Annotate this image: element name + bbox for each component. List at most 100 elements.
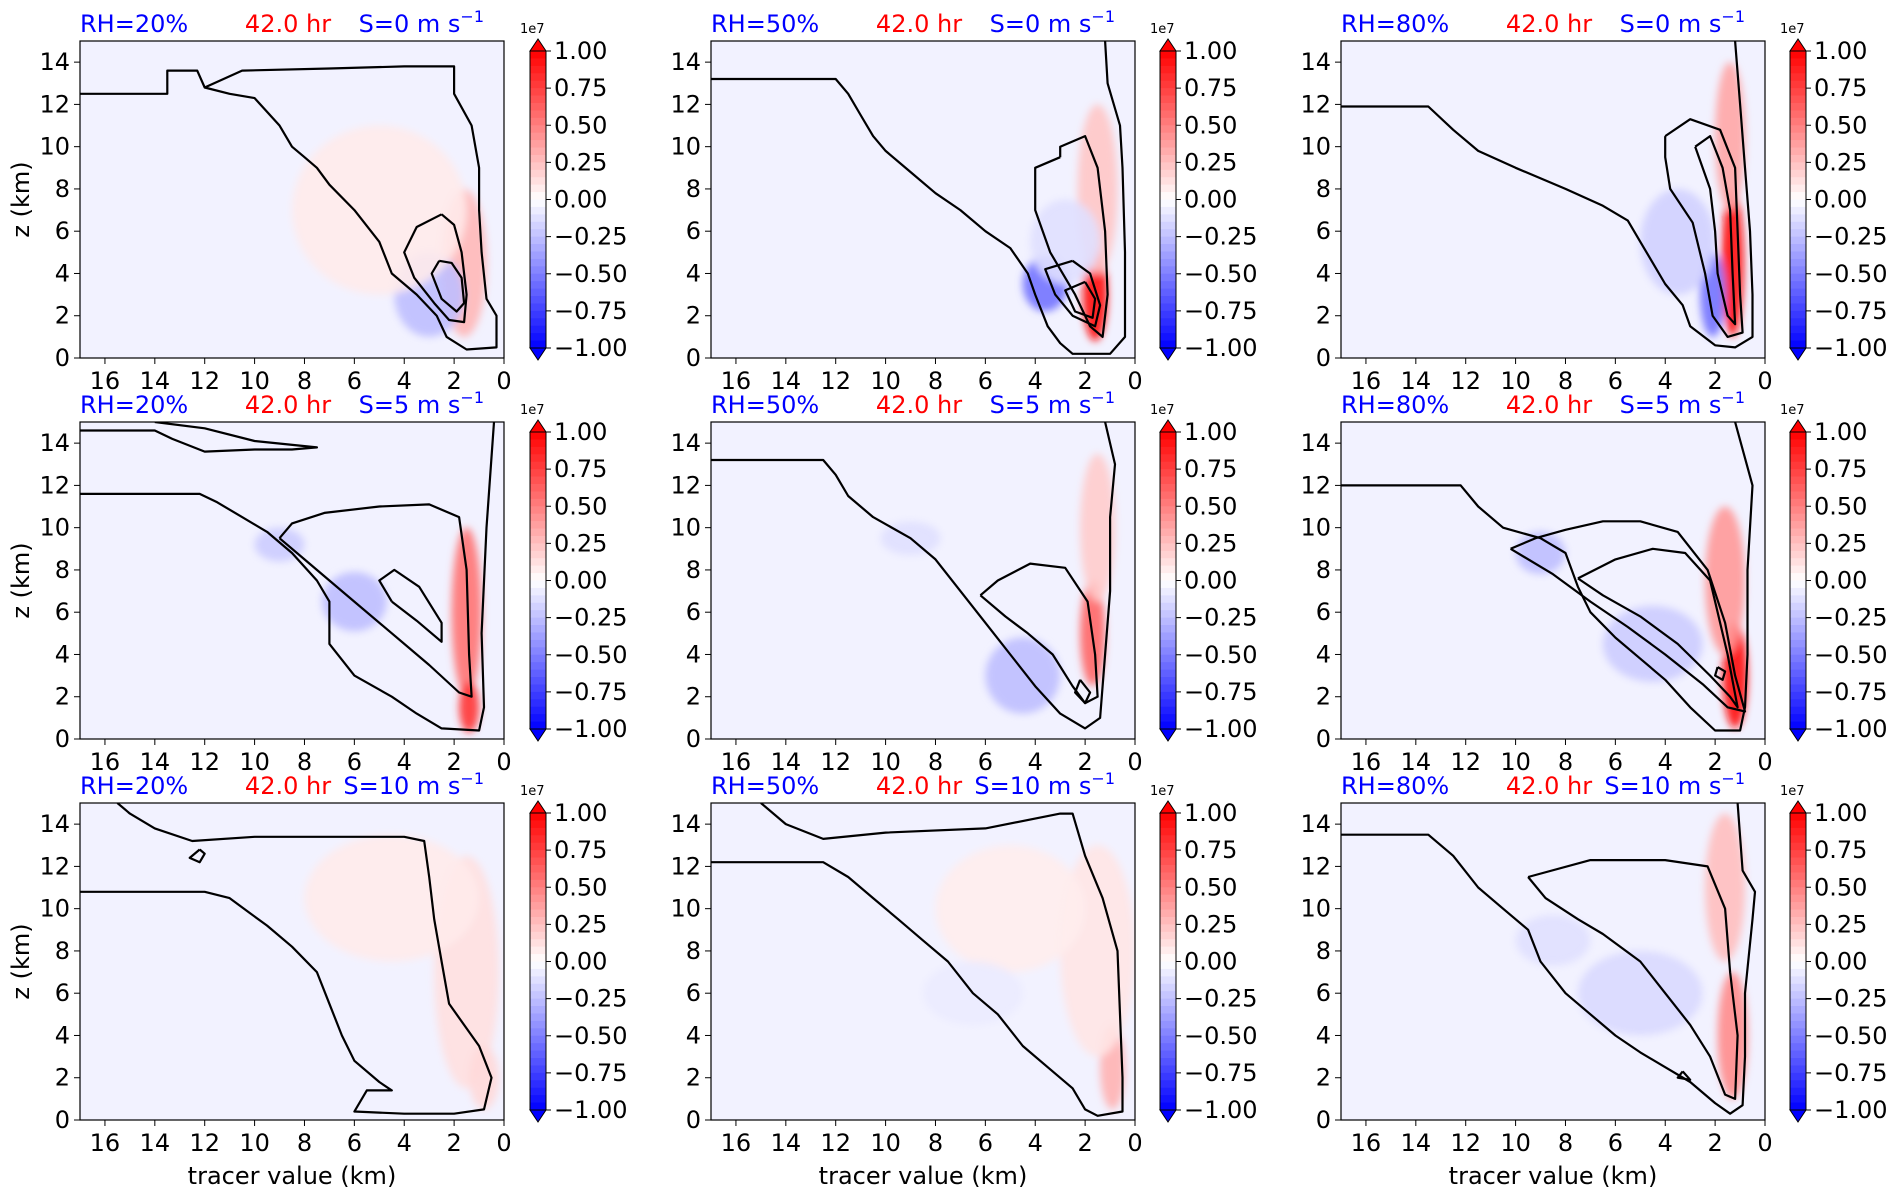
x-tick-label: 8 [928,748,943,776]
colorbar-extend-max [529,419,547,433]
colorbar-level [1160,625,1176,634]
colorbar-level [530,864,546,873]
colorbar-extend-max [1789,800,1807,814]
rh-label: RH=20% [80,772,188,800]
colorbar-level [530,469,546,478]
colorbar-level [1160,296,1176,305]
x-tick-label: 4 [397,367,412,395]
colorbar-level [1790,835,1806,844]
contour-lines [80,65,498,351]
colorbar-tick-label: −0.75 [1814,1059,1888,1087]
x-tick-label: 2 [1077,1129,1092,1157]
colorbar-level [1790,498,1806,507]
rh-label: RH=20% [80,10,188,38]
colorbar-extend-min [529,347,547,361]
colorbar-level [1790,288,1806,297]
time-label: 42.0 hr [876,772,962,800]
colorbar-level [1160,813,1176,822]
colorbar-level [1790,617,1806,626]
y-tick-label: 0 [1316,344,1331,372]
panel-4: 16 14 12 10 8 6 4 2 0 0 2 4 6 8 10 12 14 z (km) RH=20% 42.0… [7,388,628,776]
colorbar-level [1790,199,1806,208]
colorbar-tick-label: −0.50 [554,1022,628,1050]
colorbar-level [1160,684,1176,693]
colorbar-tick-label: 0.00 [1814,186,1867,214]
colorbar-tick-label: 0.75 [554,455,607,483]
contour-line-4 [80,422,318,453]
x-tick-label: 0 [496,748,511,776]
y-tick-label: 12 [1300,90,1331,118]
colorbar-level [530,872,546,881]
rh-label: RH=80% [1341,391,1449,419]
colorbar-level [1160,916,1176,925]
colorbar-level [530,236,546,245]
shaded-field [1515,506,1748,729]
y-tick-label: 12 [39,852,70,880]
colorbar-level [1790,954,1806,963]
colorbar-level [1160,214,1176,223]
colorbar-level [1790,169,1806,178]
colorbar-level [530,1058,546,1067]
colorbar-level [1160,558,1176,567]
shaded-blob-3 [292,125,467,295]
colorbar-level [1160,573,1176,582]
colorbar-level [1160,617,1176,626]
y-tick-label: 8 [1316,175,1331,203]
colorbar-level [1790,864,1806,873]
colorbar-level [1160,1087,1176,1096]
colorbar-extend-min [529,1109,547,1123]
colorbar-level [1790,931,1806,940]
colorbar-level [1160,550,1176,559]
x-tick-label: 12 [189,1129,220,1157]
colorbar-tick-label: −0.25 [1814,985,1888,1013]
colorbar-level [530,310,546,319]
colorbar-tick-label: 0.25 [554,148,607,176]
colorbar-level [1160,461,1176,470]
colorbar-tick-label: 0.25 [1814,148,1867,176]
shaded-blob-2 [1715,62,1746,211]
colorbar-level [530,699,546,708]
colorbar-level [1790,1080,1806,1089]
colorbar-level [1160,1028,1176,1037]
rh-label: RH=50% [711,391,819,419]
colorbar: 1.00 0.75 0.50 0.25 0.00 −0.25 −0.50 −0.75 −1.00… [1150,403,1258,743]
colorbar-level [1790,340,1806,349]
colorbar-level [530,550,546,559]
y-tick-label: 0 [1316,725,1331,753]
colorbar-level [1790,125,1806,134]
colorbar-level [1160,1080,1176,1089]
colorbar-tick-label: −0.25 [1184,604,1258,632]
colorbar-level [1160,251,1176,260]
contour-line-2 [188,848,206,864]
x-tick-label: 6 [978,367,993,395]
y-tick-label: 4 [686,640,701,668]
colorbar-level [1790,647,1806,656]
panel-5: 16 14 12 10 8 6 4 2 0 0 2 4 6 8 10 12 14 RH=50% 42.0 hr S=5… [670,388,1257,776]
colorbar-level [1790,491,1806,500]
colorbar: 1.00 0.75 0.50 0.25 0.00 −0.25 −0.50 −0.75 −1.00… [1780,784,1888,1124]
y-tick-label: 4 [55,259,70,287]
colorbar-level [1160,132,1176,141]
colorbar-level [1790,939,1806,948]
shear-label: S=10 m s−1 [343,769,484,800]
colorbar-level [1790,1072,1806,1081]
colorbar-level [1160,288,1176,297]
colorbar-level [1790,625,1806,634]
colorbar-level [530,281,546,290]
shaded-blob-2 [459,681,480,733]
colorbar-tick-label: 0.25 [554,529,607,557]
colorbar-level [530,340,546,349]
colorbar-level [1790,140,1806,149]
colorbar-tick-label: 1.00 [1184,418,1237,446]
x-tick-label: 2 [1077,748,1092,776]
y-tick-label: 2 [1316,1064,1331,1092]
colorbar-level [1160,169,1176,178]
colorbar-tick-label: 0.00 [554,186,607,214]
x-tick-label: 16 [1351,748,1382,776]
colorbar-level [1790,432,1806,441]
contour-line-1 [1341,422,1754,732]
x-tick-label: 14 [140,1129,171,1157]
colorbar-level [530,506,546,515]
colorbar-level [530,887,546,896]
colorbar-level [1790,506,1806,515]
